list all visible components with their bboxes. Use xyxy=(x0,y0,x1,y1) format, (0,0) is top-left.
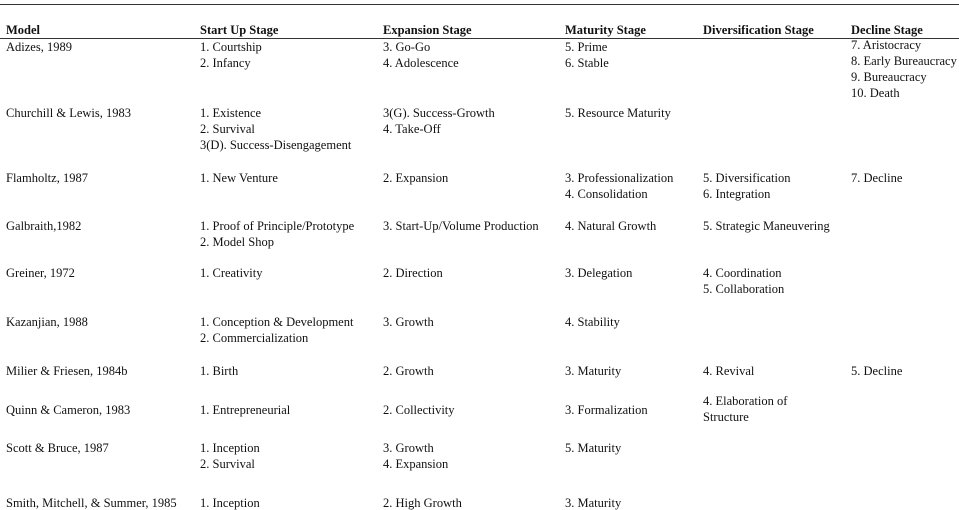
model-name: Flamholtz, 1987 xyxy=(6,171,88,185)
column-header: Maturity Stage xyxy=(565,23,646,37)
stage-item: 2. Survival xyxy=(200,457,255,471)
stage-item: 2. Infancy xyxy=(200,56,251,70)
model-name: Milier & Friesen, 1984b xyxy=(6,364,128,378)
stage-item: 3. Maturity xyxy=(565,364,622,378)
model-name: Smith, Mitchell, & Summer, 1985 xyxy=(6,496,177,510)
stage-item: 3. Start-Up/Volume Production xyxy=(383,219,539,233)
stage-item: 1. Inception xyxy=(200,496,260,510)
stage-item: 5. Decline xyxy=(851,364,903,378)
stage-item: Structure xyxy=(703,410,749,424)
stage-item: 5. Collaboration xyxy=(703,282,785,296)
stage-item: 3. Formalization xyxy=(565,403,648,417)
stage-item: 3. Delegation xyxy=(565,266,633,280)
stage-item: 2. Collectivity xyxy=(383,403,455,417)
stage-item: 7. Aristocracy xyxy=(851,38,922,52)
stage-item: 6. Stable xyxy=(565,56,609,70)
stage-item: 7. Decline xyxy=(851,171,903,185)
stage-item: 4. Consolidation xyxy=(565,187,648,201)
stage-item: 3(G). Success-Growth xyxy=(383,106,495,120)
stage-item: 8. Early Bureaucracy xyxy=(851,54,957,68)
stage-item: 2. Model Shop xyxy=(200,235,274,249)
stage-item: 4. Take-Off xyxy=(383,122,441,136)
stage-item: 1. Proof of Principle/Prototype xyxy=(200,219,355,233)
stage-item: 4. Revival xyxy=(703,364,755,378)
stage-item: 1. Inception xyxy=(200,441,260,455)
model-name: Greiner, 1972 xyxy=(6,266,75,280)
stage-item: 4. Elaboration of xyxy=(703,394,788,408)
stage-item: 4. Stability xyxy=(565,315,620,329)
stage-item: 4. Adolescence xyxy=(383,56,459,70)
stage-item: 1. New Venture xyxy=(200,171,278,185)
stage-item: 1. Conception & Development xyxy=(200,315,354,329)
model-name: Kazanjian, 1988 xyxy=(6,315,88,329)
top-rule xyxy=(0,4,959,5)
column-header: Start Up Stage xyxy=(200,23,279,37)
stage-item: 3(D). Success-Disengagement xyxy=(200,138,352,152)
stage-item: 3. Growth xyxy=(383,315,434,329)
stage-item: 4. Coordination xyxy=(703,266,782,280)
stage-item: 9. Bureaucracy xyxy=(851,70,927,84)
model-name: Adizes, 1989 xyxy=(6,40,72,54)
model-name: Quinn & Cameron, 1983 xyxy=(6,403,131,417)
column-header: Expansion Stage xyxy=(383,23,472,37)
stage-item: 3. Professionalization xyxy=(565,171,674,185)
column-header: Diversification Stage xyxy=(703,23,814,37)
stage-item: 3. Growth xyxy=(383,441,434,455)
stage-item: 2. Direction xyxy=(383,266,443,280)
stage-item: 1. Birth xyxy=(200,364,239,378)
stage-item: 5. Prime xyxy=(565,40,608,54)
stage-item: 5. Resource Maturity xyxy=(565,106,671,120)
stage-item: 4. Natural Growth xyxy=(565,219,657,233)
stage-item: 3. Go-Go xyxy=(383,40,431,54)
stage-item: 3. Maturity xyxy=(565,496,622,510)
stage-item: 2. High Growth xyxy=(383,496,462,510)
stage-item: 2. Survival xyxy=(200,122,255,136)
stage-item: 10. Death xyxy=(851,86,900,100)
stage-item: 1. Entrepreneurial xyxy=(200,403,291,417)
stage-item: 5. Diversification xyxy=(703,171,791,185)
stage-item: 1. Existence xyxy=(200,106,262,120)
stage-item: 2. Growth xyxy=(383,364,434,378)
column-header: Model xyxy=(6,23,41,37)
column-header: Decline Stage xyxy=(851,23,923,37)
stage-item: 1. Courtship xyxy=(200,40,262,54)
model-name: Scott & Bruce, 1987 xyxy=(6,441,109,455)
header-rule xyxy=(0,38,959,39)
stage-item: 5. Strategic Maneuvering xyxy=(703,219,830,233)
stage-item: 2. Expansion xyxy=(383,171,449,185)
stage-item: 5. Maturity xyxy=(565,441,622,455)
stage-item: 4. Expansion xyxy=(383,457,449,471)
stage-item: 1. Creativity xyxy=(200,266,263,280)
model-name: Churchill & Lewis, 1983 xyxy=(6,106,131,120)
stage-item: 6. Integration xyxy=(703,187,771,201)
model-name: Galbraith,1982 xyxy=(6,219,82,233)
stage-item: 2. Commercialization xyxy=(200,331,309,345)
